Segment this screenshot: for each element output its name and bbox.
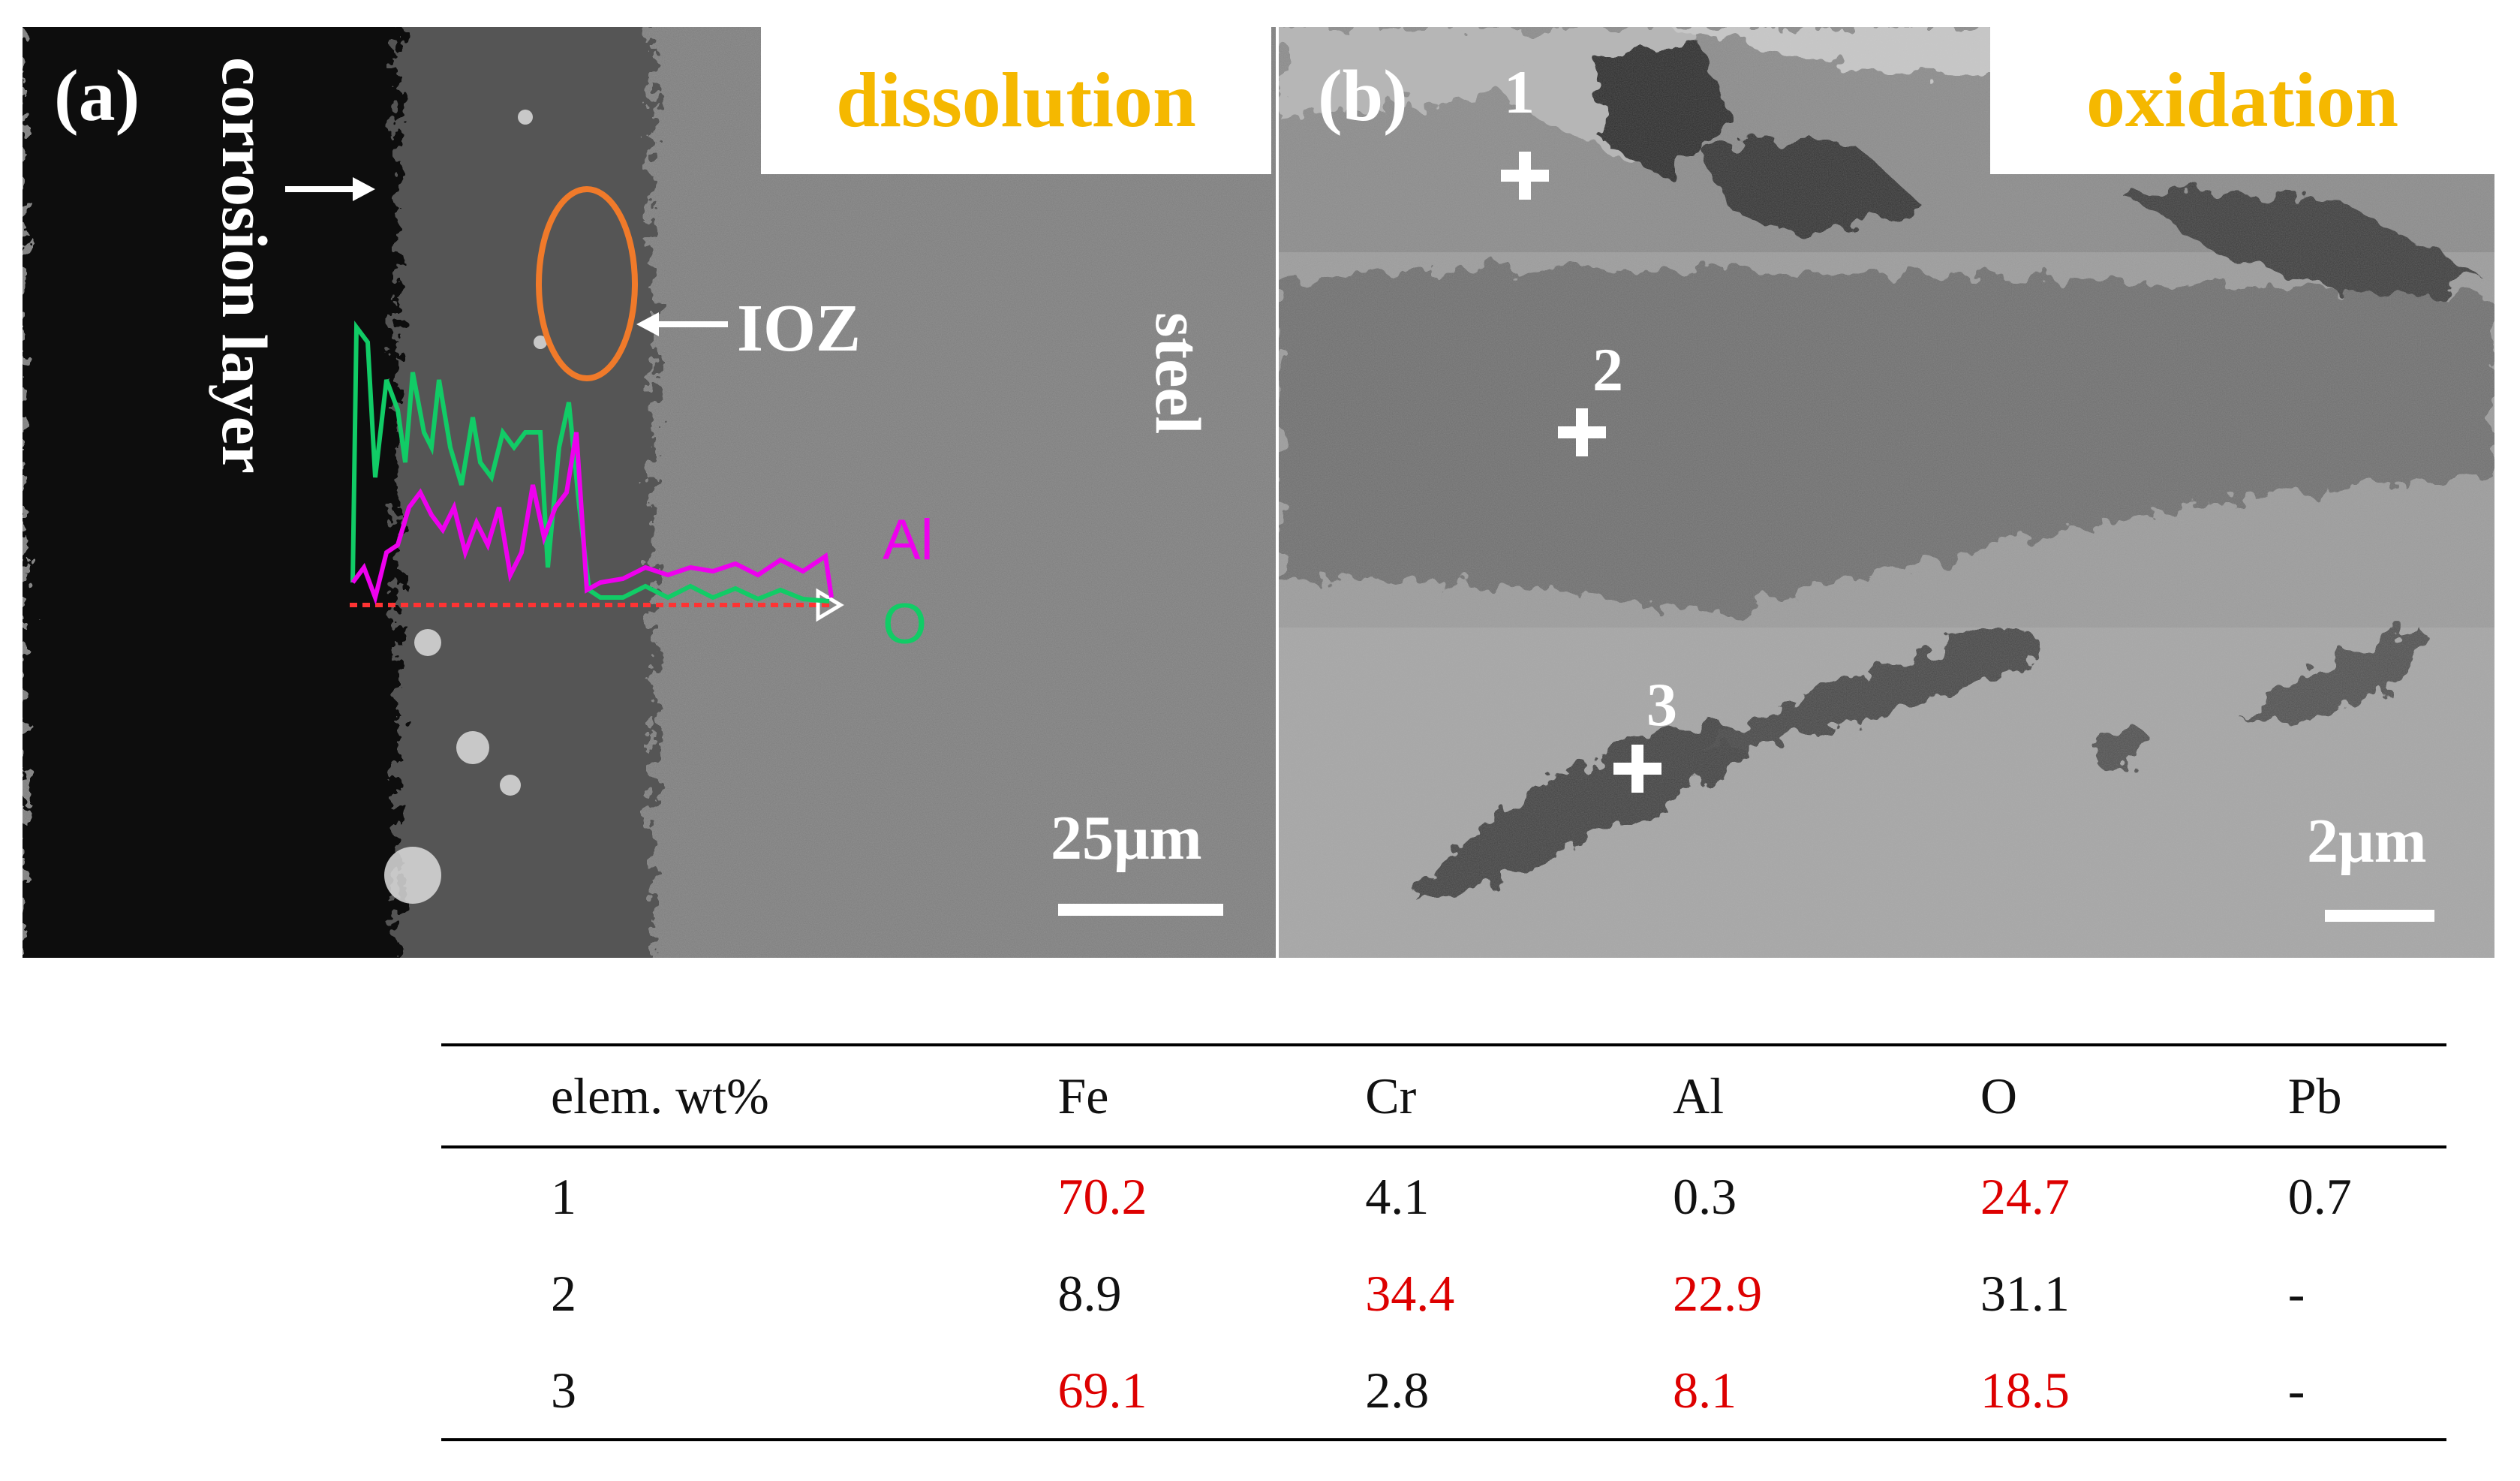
table-row: 2 8.9 34.4 22.9 31.1 - (441, 1245, 2446, 1342)
table-cell: 1 (551, 1167, 576, 1225)
header-pb: Pb (2287, 1067, 2342, 1124)
table-cell: 4.1 (1365, 1167, 1430, 1225)
panel-a-sem-image: (a) corrosion layer dissolution IOZ stee… (23, 27, 1276, 958)
table-cell: 18.5 (1980, 1361, 2070, 1419)
panel-a-scale-label: 25μm (1051, 803, 1202, 873)
al-profile-line (350, 432, 834, 606)
point-label-2: 2 (1592, 336, 1623, 404)
panel-b-scale-label: 2μm (2307, 806, 2427, 876)
table-row: 1 70.2 4.1 0.3 24.7 0.7 (441, 1147, 2446, 1245)
table-cell: 34.4 (1365, 1264, 1455, 1322)
al-series-label: Al (883, 508, 934, 572)
panel-b-micrograph (1279, 27, 2494, 958)
table-cell: 22.9 (1673, 1264, 1763, 1322)
steel-label: steel (1142, 312, 1214, 435)
header-al: Al (1673, 1067, 1725, 1124)
table-cell: 2 (551, 1264, 576, 1322)
composition-table: elem. wt% Fe Cr Al O Pb 1 70.2 4.1 0.3 24.7 0… (441, 1043, 2446, 1441)
table-cell: 3 (551, 1361, 576, 1419)
table-cell: 69.1 (1057, 1361, 1147, 1419)
o-series-label: O (883, 592, 928, 656)
ioz-ellipse (536, 186, 638, 381)
o-profile-line (350, 321, 830, 604)
panel-a-title-box: dissolution (761, 27, 1271, 174)
panel-b-title-box: oxidation (1990, 27, 2494, 174)
panel-a-scale-bar (1058, 904, 1223, 916)
table-cell: 24.7 (1980, 1167, 2070, 1225)
header-o: O (1980, 1067, 2018, 1124)
table-row: 3 69.1 2.8 8.1 18.5 - (441, 1342, 2446, 1440)
ioz-label: IOZ (737, 291, 862, 366)
table-cell: 0.7 (2287, 1167, 2352, 1225)
table-cell: 0.3 (1673, 1167, 1737, 1225)
point-markers (1501, 152, 1661, 793)
header-cr: Cr (1365, 1067, 1417, 1124)
header-elem: elem. wt% (551, 1067, 769, 1124)
point-label-3: 3 (1646, 670, 1677, 739)
panel-a-letter: (a) (54, 56, 140, 137)
table-cell: 70.2 (1057, 1167, 1147, 1225)
point-label-1: 1 (1504, 58, 1535, 126)
panel-b-scale-bar (2325, 910, 2434, 922)
table-cell: 8.1 (1673, 1361, 1737, 1419)
panel-b-sem-image: (b) 1 2 3 oxidation 2μm (1279, 27, 2494, 958)
table-cell: 31.1 (1980, 1264, 2070, 1322)
table-cell: 8.9 (1057, 1264, 1122, 1322)
header-fe: Fe (1057, 1067, 1109, 1124)
corrosion-layer-label: corrosion layer (209, 57, 281, 474)
table-header-row: elem. wt% Fe Cr Al O Pb (441, 1045, 2446, 1147)
table-body: 1 70.2 4.1 0.3 24.7 0.7 2 8.9 34.4 22.9 31.1 - 3 69.1… (441, 1147, 2446, 1440)
table-cell: - (2287, 1361, 2305, 1419)
panel-b-letter: (b) (1318, 56, 1408, 137)
table-cell: 2.8 (1365, 1361, 1430, 1419)
table-cell: - (2287, 1264, 2305, 1322)
panel-a-micrograph (23, 27, 1276, 958)
